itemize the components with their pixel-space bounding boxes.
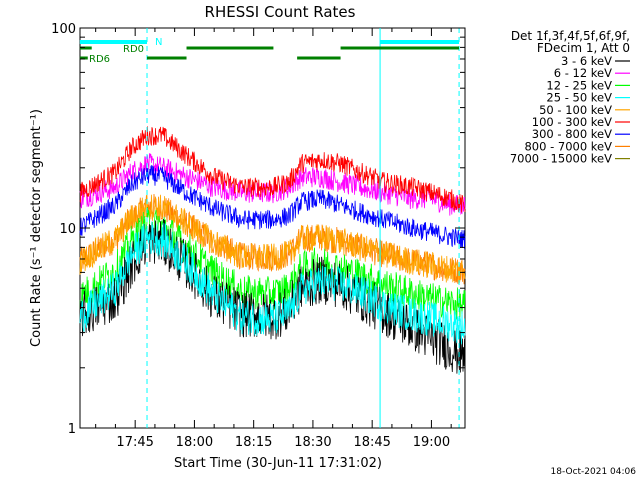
y-tick-label-1: 1 <box>68 422 76 437</box>
x-tick-label-3: 18:15 <box>235 435 272 450</box>
legend-label-6: 100 - 300 keV <box>532 115 612 129</box>
x-tick-label-6: 19:00 <box>413 435 450 450</box>
legend-label-7: 300 - 800 keV <box>532 127 612 141</box>
legend-label-3: 12 - 25 keV <box>546 78 612 92</box>
series-line-50-100-kev <box>79 194 466 283</box>
x-tick-label-4: 18:30 <box>294 435 331 450</box>
y-tick-label-3: 100 <box>51 22 76 37</box>
legend-label-9: 7000 - 15000 keV <box>510 152 612 166</box>
legend-label-2: 6 - 12 keV <box>554 66 612 80</box>
chart-title: RHESSI Count Rates <box>205 3 356 21</box>
legend-label-5: 50 - 100 keV <box>539 103 612 117</box>
legend-label-8: 800 - 7000 keV <box>524 139 612 153</box>
series-line-300-800-kev <box>79 164 466 250</box>
y-axis-label: Count Rate (s⁻¹ detector segment⁻¹) <box>29 109 44 347</box>
marker-layer: N RD0 RD6 <box>79 28 460 428</box>
legend-label-1: 3 - 6 keV <box>561 54 612 68</box>
state-label-rd6: RD6 <box>89 54 110 65</box>
series-line-25-50-kev <box>79 221 466 345</box>
x-axis-label: Start Time (30-Jun-11 17:31:02) <box>174 456 382 471</box>
series-line-100-300-kev <box>79 126 466 213</box>
series-layer <box>79 126 466 374</box>
state-label-rd0: RD0 <box>123 44 144 55</box>
legend: Det 1f,3f,4f,5f,6f,9f, FDecim 1, Att 0 3… <box>510 29 630 166</box>
y-tick-label-2: 10 <box>59 222 76 237</box>
legend-label-4: 25 - 50 keV <box>546 91 612 105</box>
x-tick-label-5: 18:45 <box>353 435 390 450</box>
state-label-n: N <box>155 37 162 48</box>
timestamp: 18-Oct-2021 04:06 <box>551 467 637 477</box>
axis-layer: 17:45 18:00 18:15 18:30 18:45 19:00 1 10 100 <box>51 22 465 450</box>
x-tick-label-1: 17:45 <box>116 435 153 450</box>
legend-header-line-2: FDecim 1, Att 0 <box>537 41 630 55</box>
x-tick-label-2: 18:00 <box>176 435 213 450</box>
legend-header-line-1: Det 1f,3f,4f,5f,6f,9f, <box>511 29 630 43</box>
